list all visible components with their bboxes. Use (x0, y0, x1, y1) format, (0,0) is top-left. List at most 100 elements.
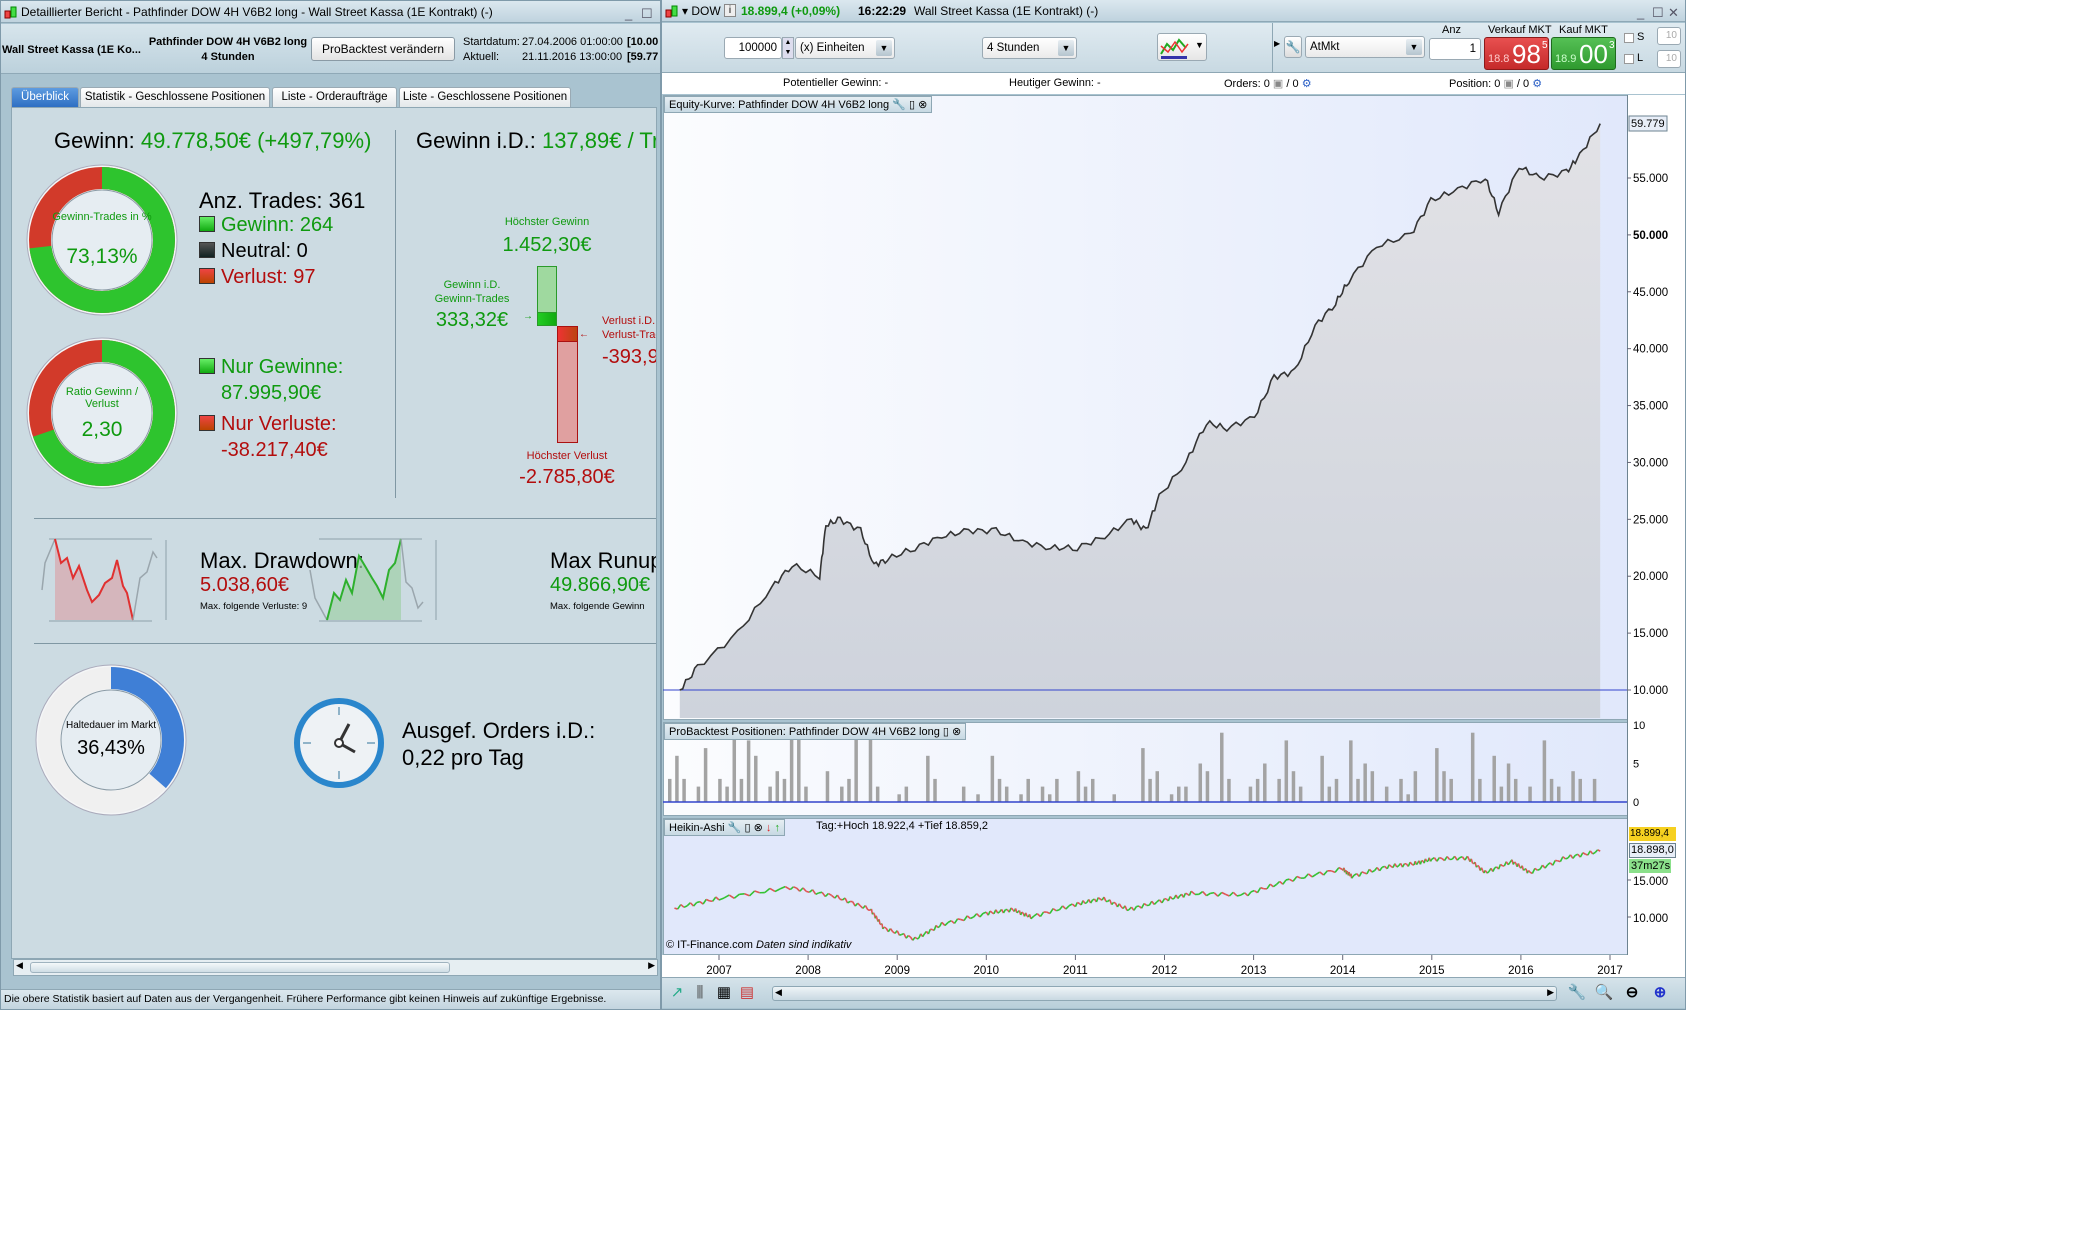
symbol-dropdown[interactable]: ▾ DOW (682, 4, 721, 18)
ha-candle (1266, 883, 1271, 890)
table-icon[interactable]: ▦ (716, 984, 732, 1001)
ha-candle (892, 931, 896, 934)
unit-dropdown[interactable]: (x) Einheiten ▼ (795, 37, 895, 59)
zoom-fit-icon[interactable]: 🔍 (1594, 984, 1614, 1001)
modify-backtest-button[interactable]: ProBacktest verändern (311, 37, 455, 61)
limit-checkbox[interactable] (1624, 54, 1634, 64)
y-tick-label: 45.000 (1633, 287, 1668, 299)
ha-candle (805, 890, 810, 893)
stop-input[interactable]: 10 (1657, 27, 1681, 45)
wrench-icon[interactable]: 🔧 (727, 822, 742, 834)
close-icon[interactable]: ⊗ (918, 99, 928, 111)
expand-arrow-icon[interactable]: ▶ (1274, 39, 1281, 48)
ha-candle (907, 934, 912, 938)
avg-loss-arrow-icon: ← (579, 329, 589, 340)
ha-candle (692, 901, 698, 907)
anz-input[interactable]: 1 (1429, 38, 1481, 60)
horizontal-scrollbar[interactable]: ◀ ▶ (13, 959, 658, 976)
timeframe-dropdown[interactable]: 4 Stunden ▼ (982, 37, 1077, 59)
sell-prefix: 18.8 (1488, 53, 1510, 65)
stop-label: S (1637, 31, 1645, 43)
holding-donut: Haltedauer im Markt 36,43% (34, 663, 188, 817)
chart-type-button[interactable]: ▼ (1157, 33, 1207, 61)
minimize-button[interactable]: _ (1637, 5, 1645, 20)
order-type-dropdown[interactable]: AtMkt ▼ (1305, 36, 1425, 58)
scroll-right-icon[interactable]: ▶ (1547, 987, 1554, 997)
export-icon[interactable]: ↗ (670, 984, 684, 1001)
position-bar (1198, 763, 1203, 802)
position-bar (1320, 755, 1324, 802)
drawdown-sparkline-icon (41, 538, 167, 622)
runup-label: Max Runup (550, 548, 657, 573)
ha-candle (1547, 862, 1551, 866)
tab-closed-positions[interactable]: Liste - Geschlossene Positionen (399, 87, 571, 107)
maximize-button[interactable]: ☐ (1652, 5, 1664, 20)
ha-candle (683, 905, 688, 909)
gear-icon[interactable]: ⚙ (1532, 78, 1543, 90)
quantity-input[interactable]: 100000 (724, 37, 782, 59)
holding-label: Haltedauer im Markt (65, 720, 157, 731)
window-icon[interactable]: ▯ (908, 99, 915, 111)
position-bar (990, 755, 995, 802)
scroll-left-icon[interactable]: ◀ (775, 987, 782, 997)
quantity-stepper[interactable]: ▲ ▼ (782, 37, 794, 59)
chart-scrollbar[interactable]: ◀ ▶ (772, 986, 1557, 1001)
clock-time: 16:22:29 (858, 4, 907, 18)
maximize-button[interactable]: ☐ (641, 6, 653, 21)
limit-input[interactable]: 10 (1657, 50, 1681, 68)
ha-candle (947, 919, 952, 924)
arrow-down-icon[interactable]: ↓ (765, 822, 772, 834)
timeframe-value: 4 Stunden (987, 42, 1040, 54)
ha-candle (793, 886, 797, 889)
heikin-ashi-tab[interactable]: Heikin-Ashi 🔧 ▯ ⊗ ↓ ↑ (664, 819, 785, 836)
wrench-icon[interactable]: 🔧 (1567, 984, 1587, 1001)
x-tick-label: 2009 (884, 965, 910, 977)
scroll-right-icon[interactable]: ▶ (648, 960, 655, 970)
tab-statistics[interactable]: Statistik - Geschlossene Positionen (80, 87, 270, 107)
avg-profit-label: Gewinn i.D.: (416, 128, 536, 153)
neutral-count-text: Neutral: 0 (221, 240, 308, 262)
buy-market-button[interactable]: 18.9 00 3 (1551, 37, 1616, 70)
equity-panel-tab[interactable]: Equity-Kurve: Pathfinder DOW 4H V6B2 lon… (664, 96, 933, 113)
avg-win-label-2: Gewinn-Trades (434, 293, 510, 305)
position-bar (1155, 771, 1160, 802)
scroll-thumb[interactable] (30, 962, 450, 973)
wrench-icon[interactable]: 🔧 (1284, 36, 1302, 58)
orders-icon[interactable]: ▣ (1272, 78, 1284, 90)
ha-candle (1052, 907, 1057, 912)
sell-market-button[interactable]: 18.8 98 5 (1484, 37, 1549, 70)
ha-candle (1111, 901, 1115, 906)
disclaimer: Daten sind indikativ (756, 939, 852, 951)
position-bar (1435, 748, 1439, 802)
zoom-in-icon[interactable]: ⊕ (1653, 984, 1667, 1001)
position-bar (1220, 732, 1224, 802)
ha-candle (1021, 911, 1024, 914)
close-icon[interactable]: ⊗ (753, 822, 763, 834)
heikin-ashi-label: Heikin-Ashi (669, 822, 725, 834)
close-button[interactable]: ✕ (1668, 5, 1679, 20)
ha-candle (1228, 891, 1234, 897)
window-icon[interactable]: ▯ (744, 822, 751, 834)
position-bar (775, 771, 780, 802)
tab-overview[interactable]: Überblick (11, 87, 79, 107)
positions-panel-tab[interactable]: ProBacktest Positionen: Pathfinder DOW 4… (664, 723, 967, 740)
ha-candle (1153, 901, 1158, 906)
stop-checkbox[interactable] (1624, 33, 1634, 43)
position-icon[interactable]: ▣ (1503, 78, 1514, 90)
minimize-button[interactable]: _ (625, 6, 633, 21)
bars-icon[interactable]: ▤ (739, 984, 755, 1001)
candlestick-icon[interactable]: ⫼ (696, 984, 704, 1001)
ha-candle (1210, 891, 1215, 895)
ha-candle (1103, 896, 1107, 902)
wrench-icon[interactable]: 🔧 (892, 99, 906, 111)
arrow-up-icon[interactable]: ↑ (774, 822, 780, 834)
ha-candle (1049, 908, 1054, 914)
gear-icon[interactable]: ⚙ (1301, 78, 1312, 90)
window-icon[interactable]: ▯ (942, 726, 949, 738)
position-bar (739, 778, 744, 802)
close-icon[interactable]: ⊗ (952, 726, 962, 738)
info-icon[interactable]: i (724, 4, 736, 17)
tab-order-list[interactable]: Liste - Orderaufträge (272, 87, 397, 107)
zoom-out-icon[interactable]: ⊖ (1625, 984, 1639, 1001)
scroll-left-icon[interactable]: ◀ (16, 960, 23, 970)
